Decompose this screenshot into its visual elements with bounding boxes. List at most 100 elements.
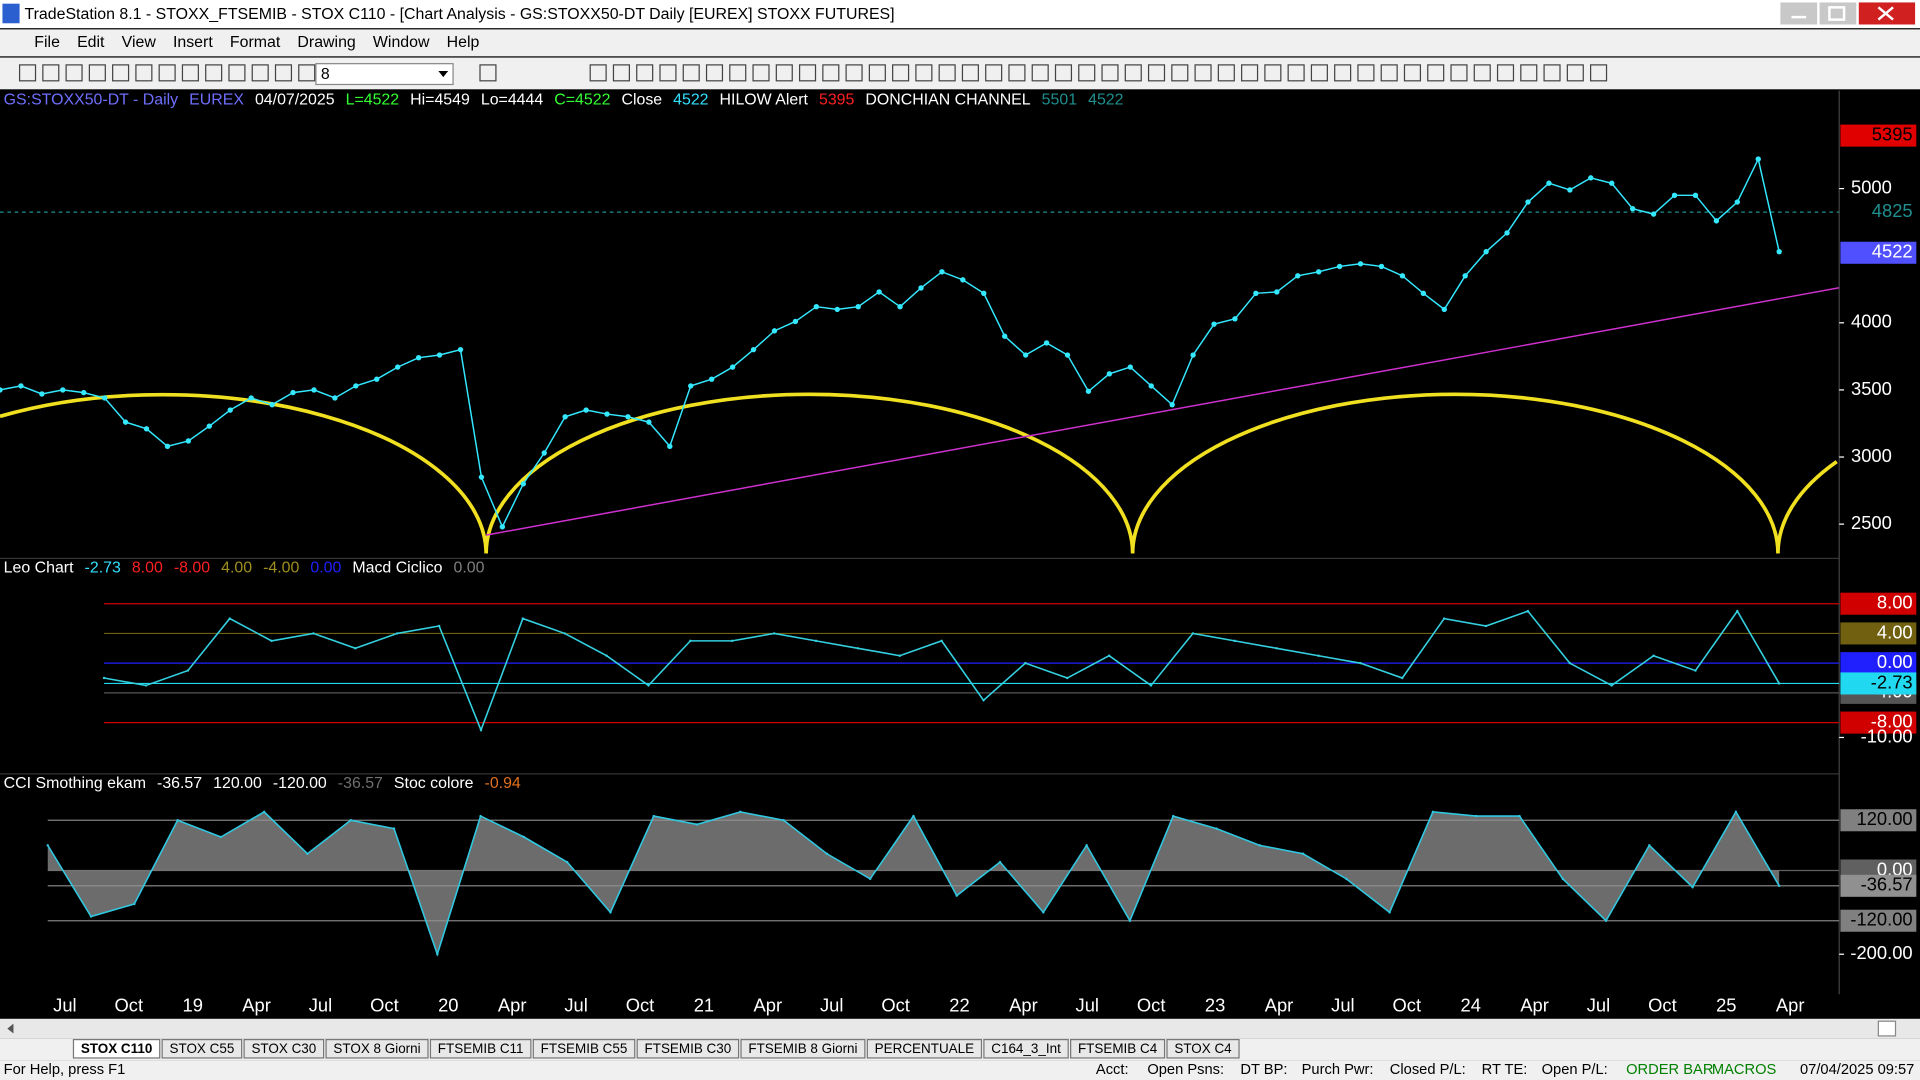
sheet-tab[interactable]: FTSEMIB C4 <box>1070 1038 1166 1059</box>
oscillator-point <box>312 632 315 635</box>
toolbar-button[interactable] <box>1310 64 1328 82</box>
toolbar-button[interactable] <box>1217 64 1235 82</box>
toolbar-button[interactable] <box>1450 64 1468 82</box>
menu-item[interactable]: Edit <box>77 34 105 51</box>
toolbar-button[interactable] <box>752 64 770 82</box>
toolbar-button[interactable] <box>18 64 37 82</box>
toolbar-button[interactable] <box>1427 64 1445 82</box>
toolbar-button[interactable] <box>659 64 677 82</box>
toolbar-button[interactable] <box>729 64 747 82</box>
toolbar-button[interactable] <box>915 64 933 82</box>
toolbar-button[interactable] <box>1054 64 1073 82</box>
sheet-tab[interactable]: STOX C110 <box>72 1038 161 1059</box>
minimize-button[interactable] <box>1780 2 1818 25</box>
x-tick-label: Apr <box>1776 994 1805 1015</box>
axis-badge <box>1840 201 1917 224</box>
status-bar <box>0 1060 1920 1080</box>
sheet-tab[interactable]: C164_3_Int <box>983 1038 1069 1059</box>
sheet-tab[interactable]: STOX C30 <box>243 1038 325 1059</box>
app-icon <box>2 3 20 24</box>
toolbar-button[interactable] <box>1590 64 1608 82</box>
toolbar-button[interactable] <box>181 64 199 82</box>
menu-item[interactable]: Window <box>373 34 430 51</box>
toolbar-button[interactable] <box>112 64 130 82</box>
menu-item[interactable]: Help <box>447 34 480 51</box>
toolbar-button[interactable] <box>1194 64 1212 82</box>
toolbar-button[interactable] <box>1171 64 1189 82</box>
toolbar-button[interactable] <box>1380 64 1398 82</box>
toolbar-button[interactable] <box>705 64 724 82</box>
sheet-tab[interactable]: STOX C4 <box>1166 1038 1240 1059</box>
font-size-box[interactable] <box>315 63 454 86</box>
cycle-curve <box>0 392 1838 554</box>
toolbar-button[interactable] <box>938 64 956 82</box>
toolbar-button[interactable] <box>158 64 176 82</box>
toolbar-button[interactable] <box>65 64 83 82</box>
scroll-left[interactable] <box>7 1023 14 1034</box>
scroll-thumb[interactable] <box>1877 1020 1897 1037</box>
toolbar-button[interactable] <box>298 64 316 82</box>
toolbar-button[interactable] <box>1031 64 1049 82</box>
toolbar-button[interactable] <box>589 64 607 82</box>
price-point <box>81 389 87 396</box>
toolbar-button[interactable] <box>798 64 817 82</box>
sheet-tab[interactable]: FTSEMIB C30 <box>636 1038 740 1059</box>
toolbar-button[interactable] <box>892 64 910 82</box>
toolbar-button[interactable] <box>1147 64 1166 82</box>
sheet-tab[interactable]: FTSEMIB C55 <box>532 1038 636 1059</box>
toolbar-button[interactable] <box>479 64 497 82</box>
toolbar-button[interactable] <box>612 64 630 82</box>
toolbar-button[interactable] <box>961 64 979 82</box>
menu-item[interactable]: Insert <box>173 34 213 51</box>
toolbar-button[interactable] <box>636 64 654 82</box>
toolbar-button[interactable] <box>1403 64 1422 82</box>
sheet-tab[interactable]: FTSEMIB C11 <box>429 1038 532 1059</box>
toolbar-button[interactable] <box>1287 64 1305 82</box>
toolbar-button[interactable] <box>1520 64 1538 82</box>
macros[interactable]: MACROS <box>1712 1062 1777 1078</box>
sheet-tab[interactable]: PERCENTUALE <box>866 1038 983 1059</box>
toolbar-button[interactable] <box>1334 64 1352 82</box>
toolbar-button[interactable] <box>1496 64 1515 82</box>
toolbar-button[interactable] <box>1008 64 1026 82</box>
price-point <box>39 391 45 397</box>
toolbar-button[interactable] <box>135 64 153 82</box>
toolbar-button[interactable] <box>274 64 293 82</box>
menu-item[interactable]: File <box>34 34 60 51</box>
status-field: Closed P/L: <box>1390 1062 1466 1078</box>
menu-item[interactable]: Drawing <box>297 34 355 51</box>
y-tick-label: -10.00 <box>1861 725 1913 746</box>
toolbar-button[interactable] <box>228 64 246 82</box>
toolbar-button[interactable] <box>88 64 106 82</box>
toolbar-button[interactable] <box>985 64 1003 82</box>
toolbar-button[interactable] <box>205 64 223 82</box>
toolbar-button[interactable] <box>1264 64 1282 82</box>
sheet-tab[interactable]: FTSEMIB 8 Giorni <box>740 1038 866 1059</box>
sheet-tab[interactable]: STOX 8 Giorni <box>325 1038 429 1059</box>
toolbar-button[interactable] <box>251 64 269 82</box>
oscillator-point <box>647 684 650 687</box>
sheet-tab[interactable]: STOX C55 <box>161 1038 243 1059</box>
toolbar-button[interactable] <box>845 64 863 82</box>
toolbar-button[interactable] <box>822 64 840 82</box>
toolbar-button[interactable] <box>682 64 700 82</box>
toolbar-button[interactable] <box>1101 64 1119 82</box>
toolbar-button[interactable] <box>1241 64 1259 82</box>
toolbar-button[interactable] <box>1473 64 1491 82</box>
toolbar-button[interactable] <box>868 64 886 82</box>
status-field: Open P/L: <box>1542 1062 1608 1078</box>
toolbar-button[interactable] <box>775 64 793 82</box>
tab-shape <box>636 1038 740 1059</box>
toolbar-button[interactable] <box>1124 64 1142 82</box>
toolbar-button[interactable] <box>1566 64 1584 82</box>
scrollbar[interactable] <box>0 1018 1920 1039</box>
menu-item[interactable]: Format <box>230 34 281 51</box>
toolbar-button[interactable] <box>1078 64 1096 82</box>
maximize-button[interactable] <box>1819 2 1857 25</box>
toolbar-button[interactable] <box>1543 64 1561 82</box>
toolbar-button[interactable] <box>1357 64 1375 82</box>
toolbar-button[interactable] <box>42 64 60 82</box>
order-bar[interactable]: ORDER BAR <box>1626 1062 1713 1078</box>
oscillator-point <box>176 819 179 822</box>
menu-item[interactable]: View <box>122 34 157 51</box>
